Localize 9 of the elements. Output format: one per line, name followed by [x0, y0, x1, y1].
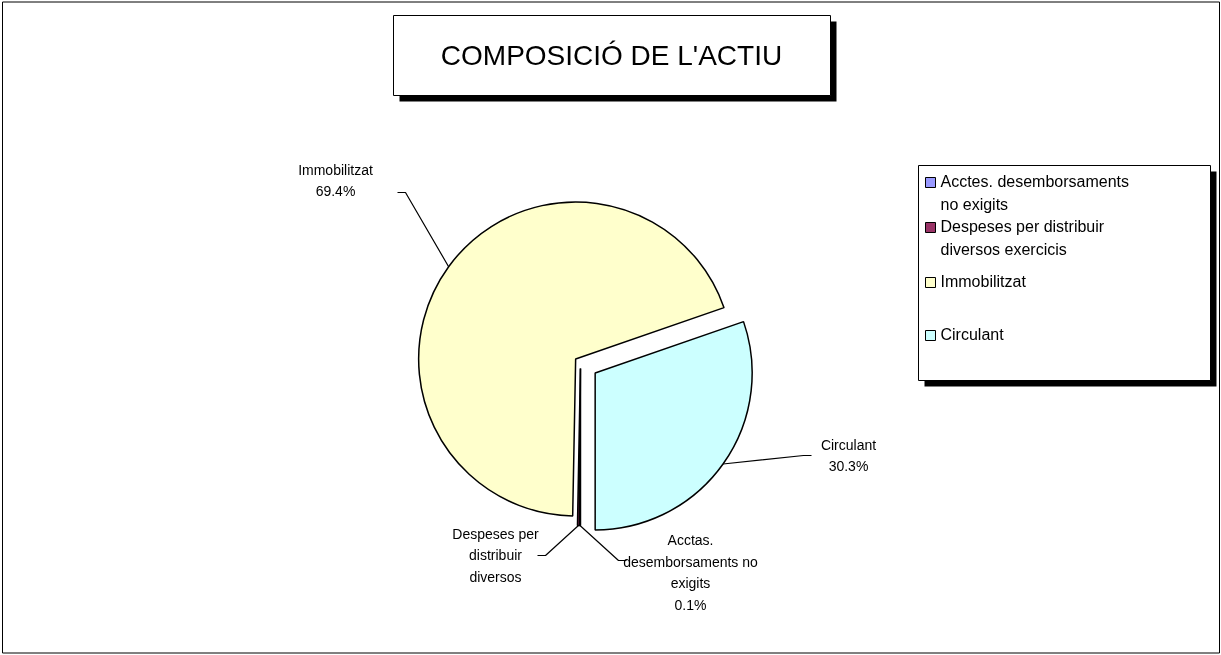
data-label: Acctas. desemborsaments no exigits 0.1%: [623, 532, 759, 613]
data-label: Despeses per distribuir diversos: [452, 525, 540, 586]
chart-title: COMPOSICIÓ DE L'ACTIU: [440, 40, 783, 71]
data-label: Circulant 30.3%: [820, 436, 877, 475]
legend-label: Despeses per distribuir diversos exercicis: [940, 217, 1105, 259]
data-label: Immobilitzat 69.4%: [298, 161, 373, 200]
legend-label: Circulant: [940, 325, 1005, 343]
legend-label: Acctes. desemborsaments no exigits: [940, 172, 1130, 214]
legend-label: Immobilitzat: [940, 272, 1027, 290]
